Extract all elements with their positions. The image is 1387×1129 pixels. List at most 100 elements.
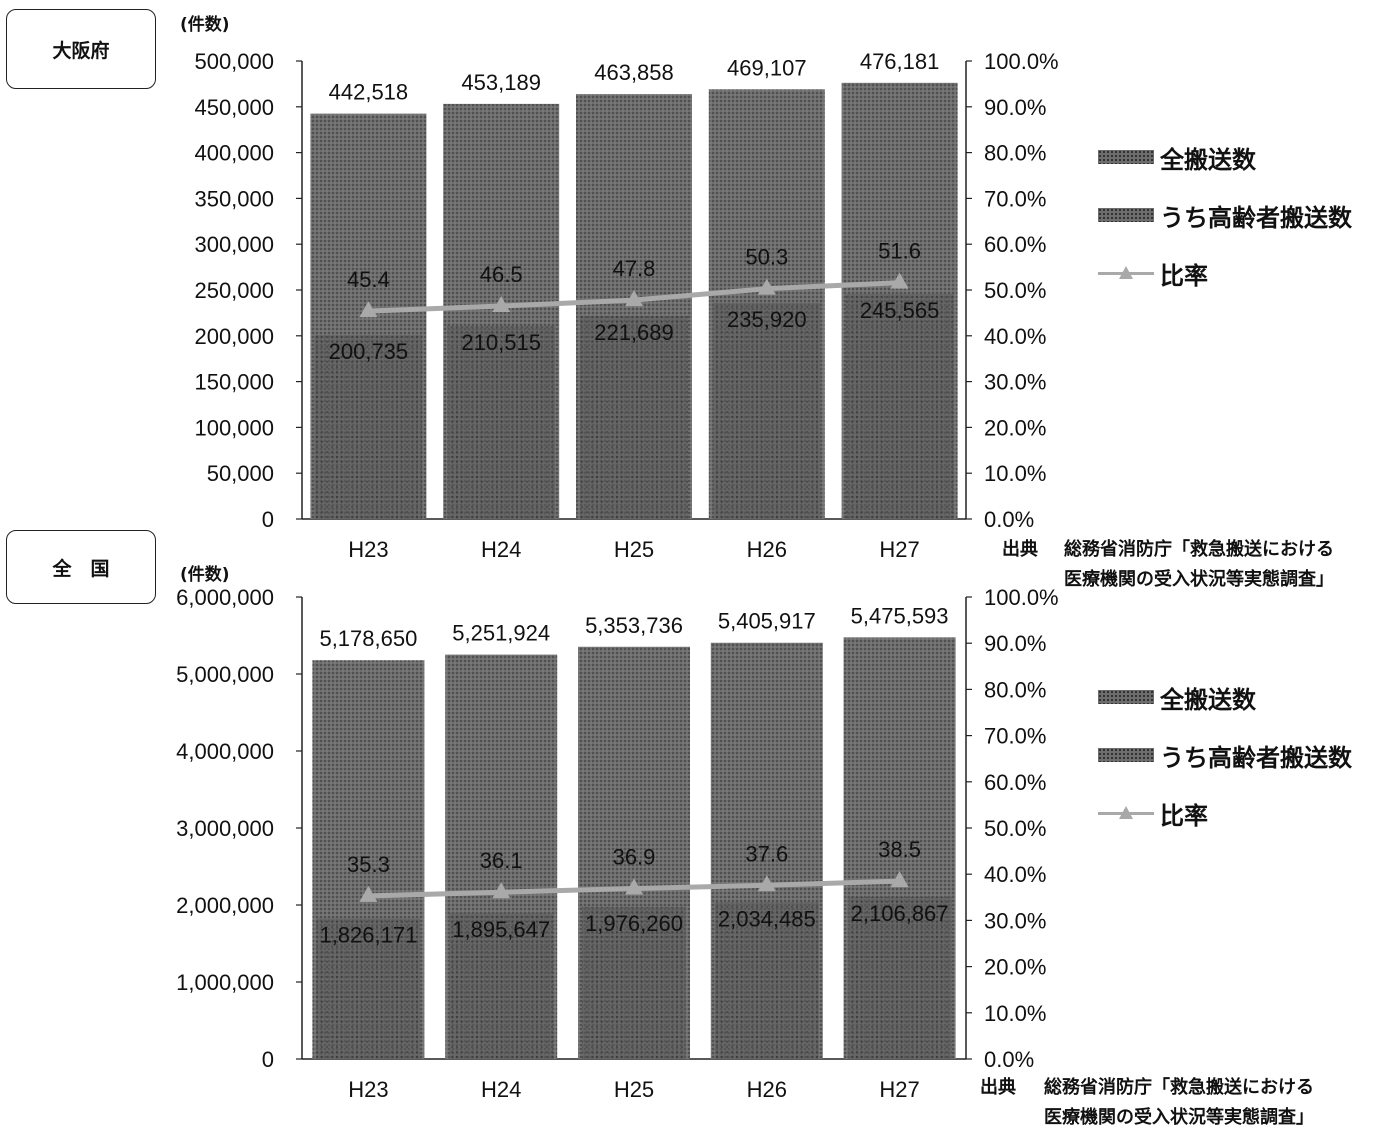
y-tick-label: 5,000,000	[176, 662, 274, 687]
source-label: 出典	[1002, 539, 1038, 560]
data-label-elderly: 235,920	[727, 307, 807, 332]
y2-tick-label: 100.0%	[984, 585, 1059, 610]
data-label-elderly: 200,735	[329, 339, 409, 364]
data-label-ratio: 37.6	[745, 841, 788, 866]
ratio-point	[359, 301, 378, 318]
x-tick-label: H26	[747, 1077, 787, 1102]
ratio-point	[625, 878, 643, 895]
y2-tick-label: 80.0%	[984, 141, 1046, 166]
bar-elderly	[845, 294, 954, 519]
legend-swatch-ratio	[1098, 806, 1154, 820]
y-tick-label: 50,000	[207, 461, 274, 486]
y2-tick-label: 0.0%	[984, 507, 1034, 532]
y-tick-label: 150,000	[194, 370, 274, 395]
y-tick-label: 300,000	[194, 232, 274, 257]
bar-elderly	[847, 896, 952, 1059]
data-label-total: 5,251,924	[452, 621, 550, 646]
x-tick-label: H23	[348, 1077, 388, 1102]
legend-swatch-elderly	[1098, 748, 1154, 762]
y-tick-label: 450,000	[194, 95, 274, 120]
ratio-point	[492, 882, 511, 899]
y2-tick-label: 60.0%	[984, 232, 1046, 257]
y2-tick-label: 30.0%	[984, 370, 1046, 395]
y2-tick-label: 40.0%	[984, 324, 1046, 349]
y-axis-unit-label: (件数)	[180, 15, 230, 35]
chart-national: 0 1,000,000 2,000,000 3,000,000 4,000,000 5,0…	[176, 585, 1059, 1102]
y2-tick-label: 80.0%	[984, 677, 1046, 702]
data-label-total: 5,475,593	[851, 603, 949, 628]
data-label-ratio: 36.9	[613, 845, 656, 870]
source-line-1: 総務省消防庁「救急搬送における	[1044, 1077, 1314, 1098]
legend: 全搬送数 うち高齢者搬送数 比率	[1098, 682, 1352, 856]
source-line-2: 医療機関の受入状況等実態調査」	[1064, 569, 1334, 590]
bar-elderly	[712, 302, 821, 519]
x-tick-label: H25	[614, 537, 654, 562]
source-label: 出典	[980, 1077, 1016, 1098]
data-label-elderly: 221,689	[594, 320, 674, 345]
y-tick-label: 100,000	[194, 415, 274, 440]
ratio-point	[890, 272, 909, 289]
data-label-elderly: 1,826,171	[319, 922, 417, 947]
legend-label: 全搬送数	[1160, 685, 1256, 714]
y-tick-label: 6,000,000	[176, 585, 274, 610]
y2-tick-label: 90.0%	[984, 95, 1046, 120]
x-tick-label: H23	[348, 537, 388, 562]
y2-tick-label: 20.0%	[984, 415, 1046, 440]
ratio-point	[890, 871, 909, 888]
data-label-ratio: 45.4	[347, 267, 390, 292]
chart-osaka: 0 50,000 100,000 150,000 200,000 250,000 300,0…	[194, 49, 1058, 562]
data-label-total: 442,518	[329, 80, 409, 105]
region-label-text: 大阪府	[52, 39, 110, 62]
source-line-1: 総務省消防庁「救急搬送における	[1064, 539, 1334, 560]
x-tick-label: H27	[879, 1077, 919, 1102]
region-label-text: 全 国	[52, 557, 110, 580]
bar-elderly	[580, 315, 688, 519]
legend-item-elderly: うち高齢者搬送数	[1098, 740, 1352, 772]
bar-elderly	[714, 902, 819, 1059]
data-label-elderly: 210,515	[461, 330, 541, 355]
y2-tick-label: 10.0%	[984, 461, 1046, 486]
data-label-ratio: 38.5	[878, 837, 921, 862]
y-tick-label: 400,000	[194, 141, 274, 166]
legend-item-total: 全搬送数	[1098, 142, 1352, 174]
x-tick-label: H27	[879, 537, 919, 562]
x-tick-label: H26	[747, 537, 787, 562]
y-axis-unit-label: (件数)	[180, 565, 230, 585]
ratio-point	[757, 278, 776, 295]
legend-label: うち高齢者搬送数	[1160, 743, 1352, 772]
data-label-total: 5,178,650	[319, 626, 417, 651]
y-tick-label: 0	[262, 507, 274, 532]
data-label-ratio: 50.3	[745, 245, 788, 270]
y2-tick-label: 0.0%	[984, 1047, 1034, 1072]
legend-label: 全搬送数	[1160, 145, 1256, 174]
y2-tick-label: 50.0%	[984, 278, 1046, 303]
data-label-total: 5,405,917	[718, 609, 816, 634]
data-label-total: 5,353,736	[585, 613, 683, 638]
y-tick-label: 350,000	[194, 186, 274, 211]
legend-item-elderly: うち高齢者搬送数	[1098, 200, 1352, 232]
bar-elderly	[447, 326, 556, 519]
y-tick-label: 1,000,000	[176, 970, 274, 995]
y2-tick-label: 90.0%	[984, 631, 1046, 656]
legend-swatch-total	[1098, 150, 1154, 164]
ratio-point	[625, 290, 643, 307]
source-line-2: 医療機関の受入状況等実態調査」	[1044, 1107, 1314, 1128]
y2-tick-label: 50.0%	[984, 816, 1046, 841]
y2-tick-label: 30.0%	[984, 908, 1046, 933]
data-label-total: 469,107	[727, 55, 807, 80]
ratio-point	[757, 875, 776, 892]
data-label-elderly: 1,895,647	[452, 917, 550, 942]
data-label-total: 463,858	[594, 60, 674, 85]
x-tick-label: H25	[614, 1077, 654, 1102]
data-label-ratio: 36.1	[480, 848, 523, 873]
y2-tick-label: 100.0%	[984, 49, 1059, 74]
data-label-elderly: 2,034,485	[718, 906, 816, 931]
y2-tick-label: 10.0%	[984, 1001, 1046, 1026]
y2-tick-label: 60.0%	[984, 770, 1046, 795]
legend-item-ratio: 比率	[1098, 258, 1352, 290]
region-label-national: 全 国	[6, 530, 156, 604]
data-label-ratio: 51.6	[878, 239, 921, 264]
x-tick-label: H24	[481, 1077, 521, 1102]
data-label-ratio: 47.8	[613, 256, 656, 281]
legend: 全搬送数 うち高齢者搬送数 比率	[1098, 142, 1352, 316]
